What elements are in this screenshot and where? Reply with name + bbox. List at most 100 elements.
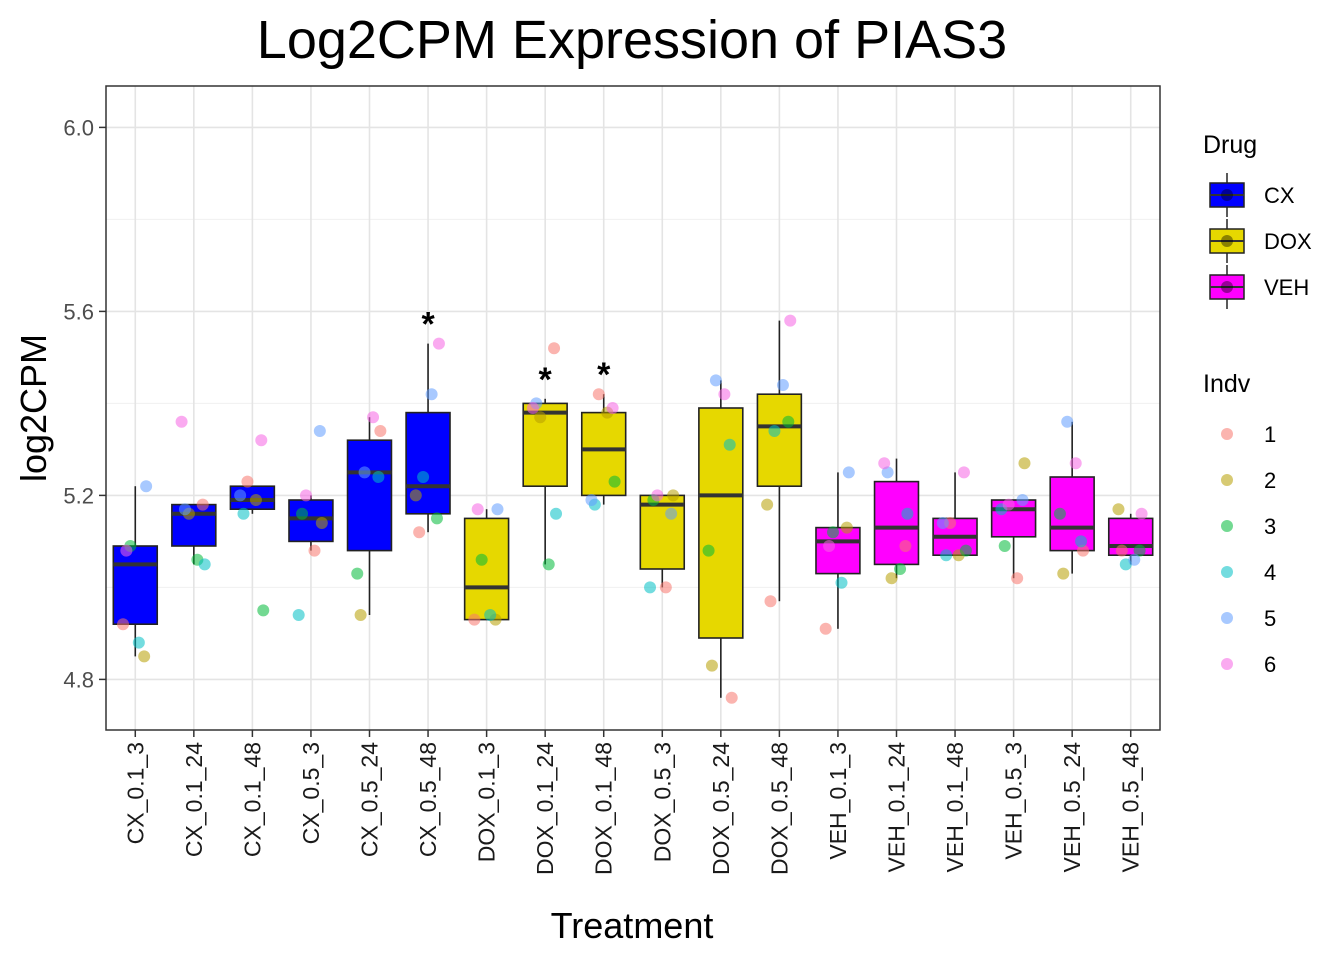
data-point-indv-3 [1133,544,1146,557]
data-point-indv-1 [764,595,777,608]
x-tick-label: VEH_0.1_3 [825,742,851,860]
data-point-indv-3 [542,558,555,571]
data-point-indv-4 [550,507,563,520]
data-point-indv-3 [296,507,309,520]
x-tick-label: VEH_0.5_3 [1001,742,1027,860]
significance-layer: * * * [421,306,611,399]
chart-title: Log2CPM Expression of PIAS3 [257,10,1007,70]
data-point-indv-6 [1135,507,1148,520]
plot-panel-border [105,85,1161,731]
box-CX_0.5_24 [346,439,393,552]
data-point-indv-5 [178,503,191,516]
x-tick-label: CX_0.5_3 [298,742,324,844]
data-point-indv-1 [1077,544,1090,557]
data-point-indv-5 [881,466,894,479]
box-DOX_0.5_48 [756,393,803,488]
x-tick-label: DOX_0.1_3 [474,742,500,862]
data-point-indv-5 [665,507,678,520]
data-point-indv-6 [718,388,731,401]
data-point-indv-5 [842,466,855,479]
legend-drug-title: Drug [1203,131,1257,159]
data-point-indv-1 [1115,544,1128,557]
legend-indv-label: 2 [1264,468,1276,493]
legend-indv-key-4 [1221,566,1233,578]
data-point-indv-5 [313,425,326,437]
data-point-indv-1 [819,622,832,635]
box-DOX_0.5_24 [698,407,744,639]
data-point-indv-6 [300,489,313,502]
x-tick-label: VEH_0.1_48 [942,742,968,872]
data-point-indv-4 [901,507,914,520]
x-tick-label: DOX_0.1_24 [532,742,558,875]
data-point-indv-1 [1011,572,1024,585]
data-point-indv-6 [255,434,268,447]
data-point-indv-5 [491,503,504,516]
legend-indv-key-5 [1221,612,1233,624]
data-point-indv-4 [292,609,305,621]
data-point-indv-3 [608,475,621,488]
data-point-indv-6 [432,337,445,350]
legend-indv-label: 1 [1264,422,1276,447]
x-axis: CX_0.1_3 CX_0.1_24 CX_0.1_48 CX_0.5_3 CX_0.5… [122,730,1144,875]
data-point-indv-5 [234,489,247,502]
data-point-indv-6 [175,415,188,428]
legend-drug: Drug CX DOX VEH [1203,131,1312,309]
data-point-indv-3 [257,604,270,617]
data-point-indv-5 [936,517,949,529]
data-point-indv-4 [768,425,781,437]
legend-key-point [1221,189,1233,201]
y-tick-label: 5.6 [63,299,94,324]
data-point-indv-6 [367,411,380,424]
x-tick-label: DOX_0.5_24 [708,742,734,875]
data-point-indv-2 [667,489,680,502]
data-point-indv-5 [1128,553,1141,566]
box-DOX_0.1_3 [463,517,510,621]
data-point-indv-2 [315,517,328,529]
data-point-indv-2 [1018,457,1031,470]
data-point-indv-2 [1112,503,1125,516]
data-point-indv-3 [998,540,1011,552]
data-point-indv-5 [140,480,153,493]
box-CX_0.1_3 [112,545,159,625]
legend-drug-label: CX [1264,183,1295,208]
x-axis-title: Treatment [551,905,714,946]
legend-indv-key-1 [1221,428,1233,440]
data-point-indv-1 [241,475,254,488]
x-tick-label: VEH_0.5_24 [1059,742,1085,873]
significance-marker: * [539,361,553,399]
data-point-indv-6 [823,540,836,552]
data-point-indv-2 [354,609,367,621]
data-point-indv-5 [1016,494,1029,506]
data-point-indv-1 [659,581,672,594]
data-point-indv-4 [1075,535,1088,548]
data-point-indv-5 [358,466,371,479]
plot-panel-background [106,86,1160,730]
significance-marker: * [597,356,611,394]
data-point-indv-3 [782,415,795,428]
data-point-indv-2 [409,489,422,502]
data-point-indv-5 [1061,415,1074,428]
data-point-indv-2 [534,411,547,424]
data-point-indv-3 [894,563,907,575]
data-point-indv-2 [249,494,262,506]
data-point-indv-4 [644,581,657,594]
x-tick-label: CX_0.1_24 [181,742,207,857]
legend-indv-key-6 [1221,658,1233,670]
data-point-indv-6 [878,457,891,470]
data-point-indv-2 [840,521,853,534]
data-point-indv-4 [372,471,385,483]
data-point-indv-1 [308,544,321,557]
legend-indv-title: Indv [1203,370,1251,398]
y-tick-label: 6.0 [63,115,94,140]
data-point-indv-4 [835,576,848,589]
data-point-indv-6 [526,402,539,414]
data-point-indv-1 [725,691,738,704]
data-point-indv-6 [606,402,619,414]
box-DOX_0.5_3 [639,494,686,570]
data-point-indv-1 [899,540,912,552]
legend-key-point [1221,281,1233,293]
y-axis-title: log2CPM [13,334,54,482]
data-point-indv-6 [120,544,133,557]
data-point-indv-2 [138,650,151,663]
